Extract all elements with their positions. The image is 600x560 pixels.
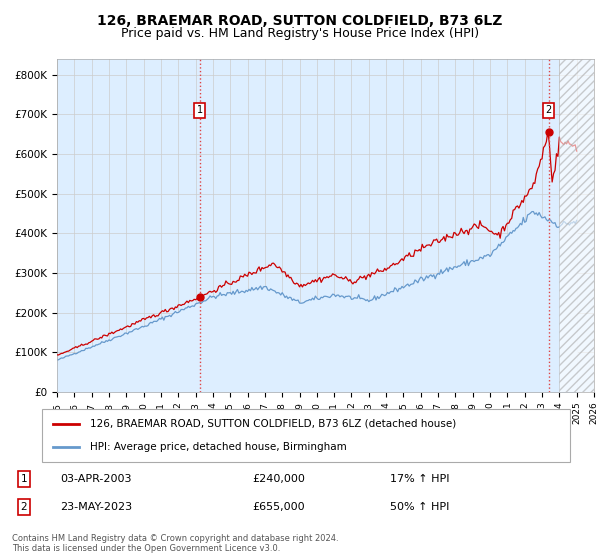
- Text: 126, BRAEMAR ROAD, SUTTON COLDFIELD, B73 6LZ: 126, BRAEMAR ROAD, SUTTON COLDFIELD, B73…: [97, 14, 503, 28]
- Polygon shape: [559, 59, 594, 392]
- Text: £240,000: £240,000: [252, 474, 305, 484]
- Text: 03-APR-2003: 03-APR-2003: [60, 474, 131, 484]
- Text: 1: 1: [20, 474, 28, 484]
- Text: HPI: Average price, detached house, Birmingham: HPI: Average price, detached house, Birm…: [89, 442, 346, 452]
- Text: 1: 1: [197, 105, 203, 115]
- Text: Price paid vs. HM Land Registry's House Price Index (HPI): Price paid vs. HM Land Registry's House …: [121, 27, 479, 40]
- Text: 23-MAY-2023: 23-MAY-2023: [60, 502, 132, 512]
- FancyBboxPatch shape: [42, 409, 570, 462]
- Text: 17% ↑ HPI: 17% ↑ HPI: [390, 474, 449, 484]
- Text: 126, BRAEMAR ROAD, SUTTON COLDFIELD, B73 6LZ (detached house): 126, BRAEMAR ROAD, SUTTON COLDFIELD, B73…: [89, 419, 456, 429]
- Text: 50% ↑ HPI: 50% ↑ HPI: [390, 502, 449, 512]
- Text: 2: 2: [20, 502, 28, 512]
- Text: 2: 2: [545, 105, 552, 115]
- Text: Contains HM Land Registry data © Crown copyright and database right 2024.
This d: Contains HM Land Registry data © Crown c…: [12, 534, 338, 553]
- Text: £655,000: £655,000: [252, 502, 305, 512]
